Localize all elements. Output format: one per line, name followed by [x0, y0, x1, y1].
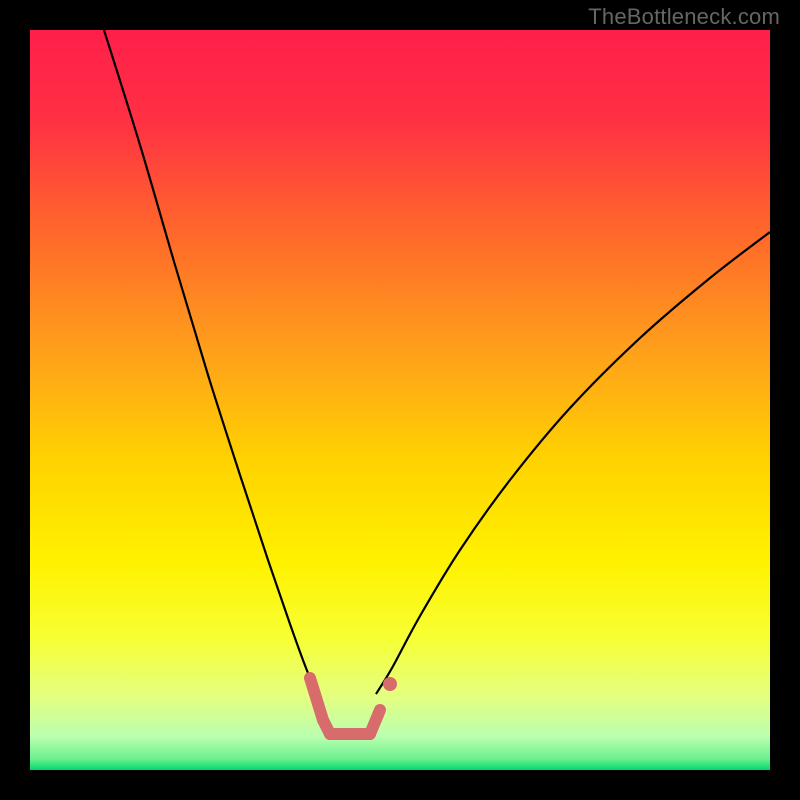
- plot-area: [30, 30, 770, 770]
- chart-svg: [30, 30, 770, 770]
- watermark-text: TheBottleneck.com: [588, 4, 780, 30]
- gradient-background: [30, 30, 770, 770]
- valley-dot: [383, 677, 397, 691]
